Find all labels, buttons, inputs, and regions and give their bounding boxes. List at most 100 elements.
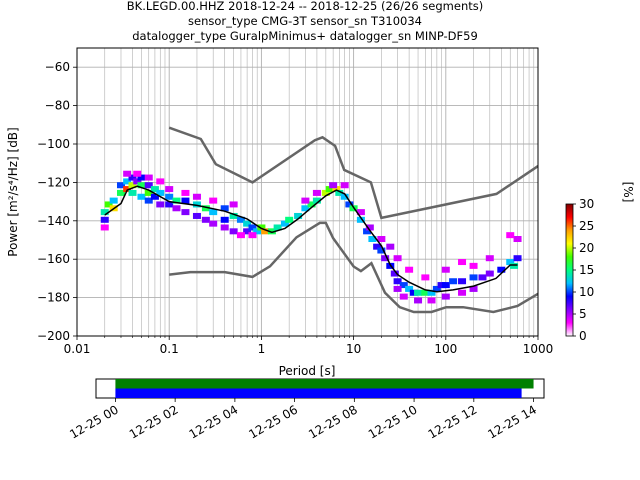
- colorbar-tick-label: 20: [579, 241, 594, 255]
- density-cell: [128, 189, 137, 196]
- density-cell: [301, 205, 310, 212]
- plot-frame: [76, 47, 539, 337]
- density-cell: [220, 216, 229, 223]
- density-cell: [356, 216, 365, 223]
- y-tick-label: −100: [37, 137, 70, 151]
- density-cell: [307, 201, 316, 208]
- density-cell: [449, 278, 458, 285]
- x-tick-label: 100: [434, 342, 457, 356]
- density-cell: [123, 170, 132, 177]
- density-cell: [192, 212, 201, 219]
- density-cell: [363, 228, 372, 235]
- density-cell: [181, 197, 190, 204]
- density-cell: [248, 232, 257, 239]
- density-cell: [209, 209, 218, 216]
- density-cell: [229, 212, 238, 219]
- density-cell: [285, 216, 294, 223]
- density-cell: [478, 274, 487, 281]
- density-cell: [144, 182, 153, 189]
- density-cell: [229, 201, 238, 208]
- density-cell: [469, 274, 478, 281]
- timeline-ticks: 12-25 00 12-25 02 12-25 04 12-25 06 12-25 08…: [67, 398, 539, 442]
- density-cell: [340, 182, 349, 189]
- density-cell: [165, 186, 174, 193]
- timeline-tick-label: 12-25 12: [426, 402, 480, 441]
- density-cell: [201, 205, 210, 212]
- density-cell: [506, 232, 515, 239]
- y-tick-label: −60: [45, 60, 70, 74]
- density-cell: [414, 289, 423, 296]
- density-cell: [280, 220, 289, 227]
- density-cell: [427, 289, 436, 296]
- density-cell: [261, 228, 270, 235]
- density-cell: [405, 285, 414, 292]
- density-cell: [485, 270, 494, 277]
- density-cell: [414, 297, 423, 304]
- density-cell: [485, 255, 494, 262]
- density-cell: [137, 174, 146, 181]
- density-cell: [192, 193, 201, 200]
- timeline-tick-label: 12-25 06: [246, 402, 300, 441]
- density-cell: [144, 174, 153, 181]
- timeline-segments: [115, 379, 534, 398]
- density-cell: [243, 228, 252, 235]
- density-cell: [133, 178, 142, 185]
- density-cell: [437, 282, 446, 289]
- density-cell: [150, 186, 159, 193]
- density-cell: [100, 224, 109, 231]
- density-cell: [432, 285, 441, 292]
- density-cell: [421, 289, 430, 296]
- density-cell: [390, 270, 399, 277]
- density-cell: [377, 247, 386, 254]
- timeline-bar-data-used: [115, 388, 522, 398]
- timeline-tick-label: 12-25 10: [366, 402, 420, 441]
- density-cell: [409, 289, 418, 296]
- colorbar-label: [%]: [621, 182, 635, 203]
- density-cell: [386, 243, 395, 250]
- density-cell: [329, 182, 338, 189]
- density-cell: [172, 197, 181, 204]
- density-cell: [294, 212, 303, 219]
- y-tick-label: −120: [37, 175, 70, 189]
- title-line-3: datalogger_type GuralpMinimus+ datalogge…: [132, 29, 478, 43]
- y-tick-label: −160: [37, 252, 70, 266]
- nhnm-curve: [168, 126, 538, 220]
- y-tick-label: −140: [37, 214, 70, 228]
- density-cell: [229, 228, 238, 235]
- density-cell: [137, 182, 146, 189]
- density-cell: [441, 266, 450, 273]
- density-cell: [510, 262, 519, 269]
- title-line-1: BK.LEGD.00.HHZ 2018-12-24 -- 2018-12-25 …: [127, 0, 483, 13]
- colorbar-strip: [565, 203, 574, 337]
- colorbar-tick-label: 10: [579, 285, 594, 299]
- density-cell: [332, 186, 341, 193]
- density-cell: [273, 224, 282, 231]
- density-cell: [150, 193, 159, 200]
- density-cell: [128, 174, 137, 181]
- density-cell: [399, 282, 408, 289]
- y-axis-ticks: −60 −80 −100 −120 −140 −160 −180 −200: [37, 60, 77, 343]
- density-cell: [427, 297, 436, 304]
- density-cell: [165, 193, 174, 200]
- density-cell: [192, 201, 201, 208]
- timeline-bar-data-available: [115, 379, 534, 389]
- density-cell: [144, 197, 153, 204]
- density-cell: [340, 193, 349, 200]
- density-cell: [243, 220, 252, 227]
- density-cell: [405, 266, 414, 273]
- density-cell: [365, 224, 374, 231]
- colorbar-ticks: 0 5 10 15 20 25 30: [573, 197, 594, 343]
- density-cell: [100, 216, 109, 223]
- x-tick-label: 0.1: [160, 342, 179, 356]
- density-cell: [458, 259, 467, 266]
- data-coverage-timeline: 12-25 00 12-25 02 12-25 04 12-25 06 12-25 08…: [67, 378, 545, 442]
- x-tick-label: 0.01: [64, 342, 91, 356]
- density-cell: [109, 197, 118, 204]
- density-cell: [257, 224, 266, 231]
- density-cell: [393, 255, 402, 262]
- density-cell: [301, 197, 310, 204]
- density-cell: [156, 189, 165, 196]
- colorbar-tick-label: 25: [579, 219, 594, 233]
- density-cell: [123, 186, 132, 193]
- density-cell: [100, 209, 109, 216]
